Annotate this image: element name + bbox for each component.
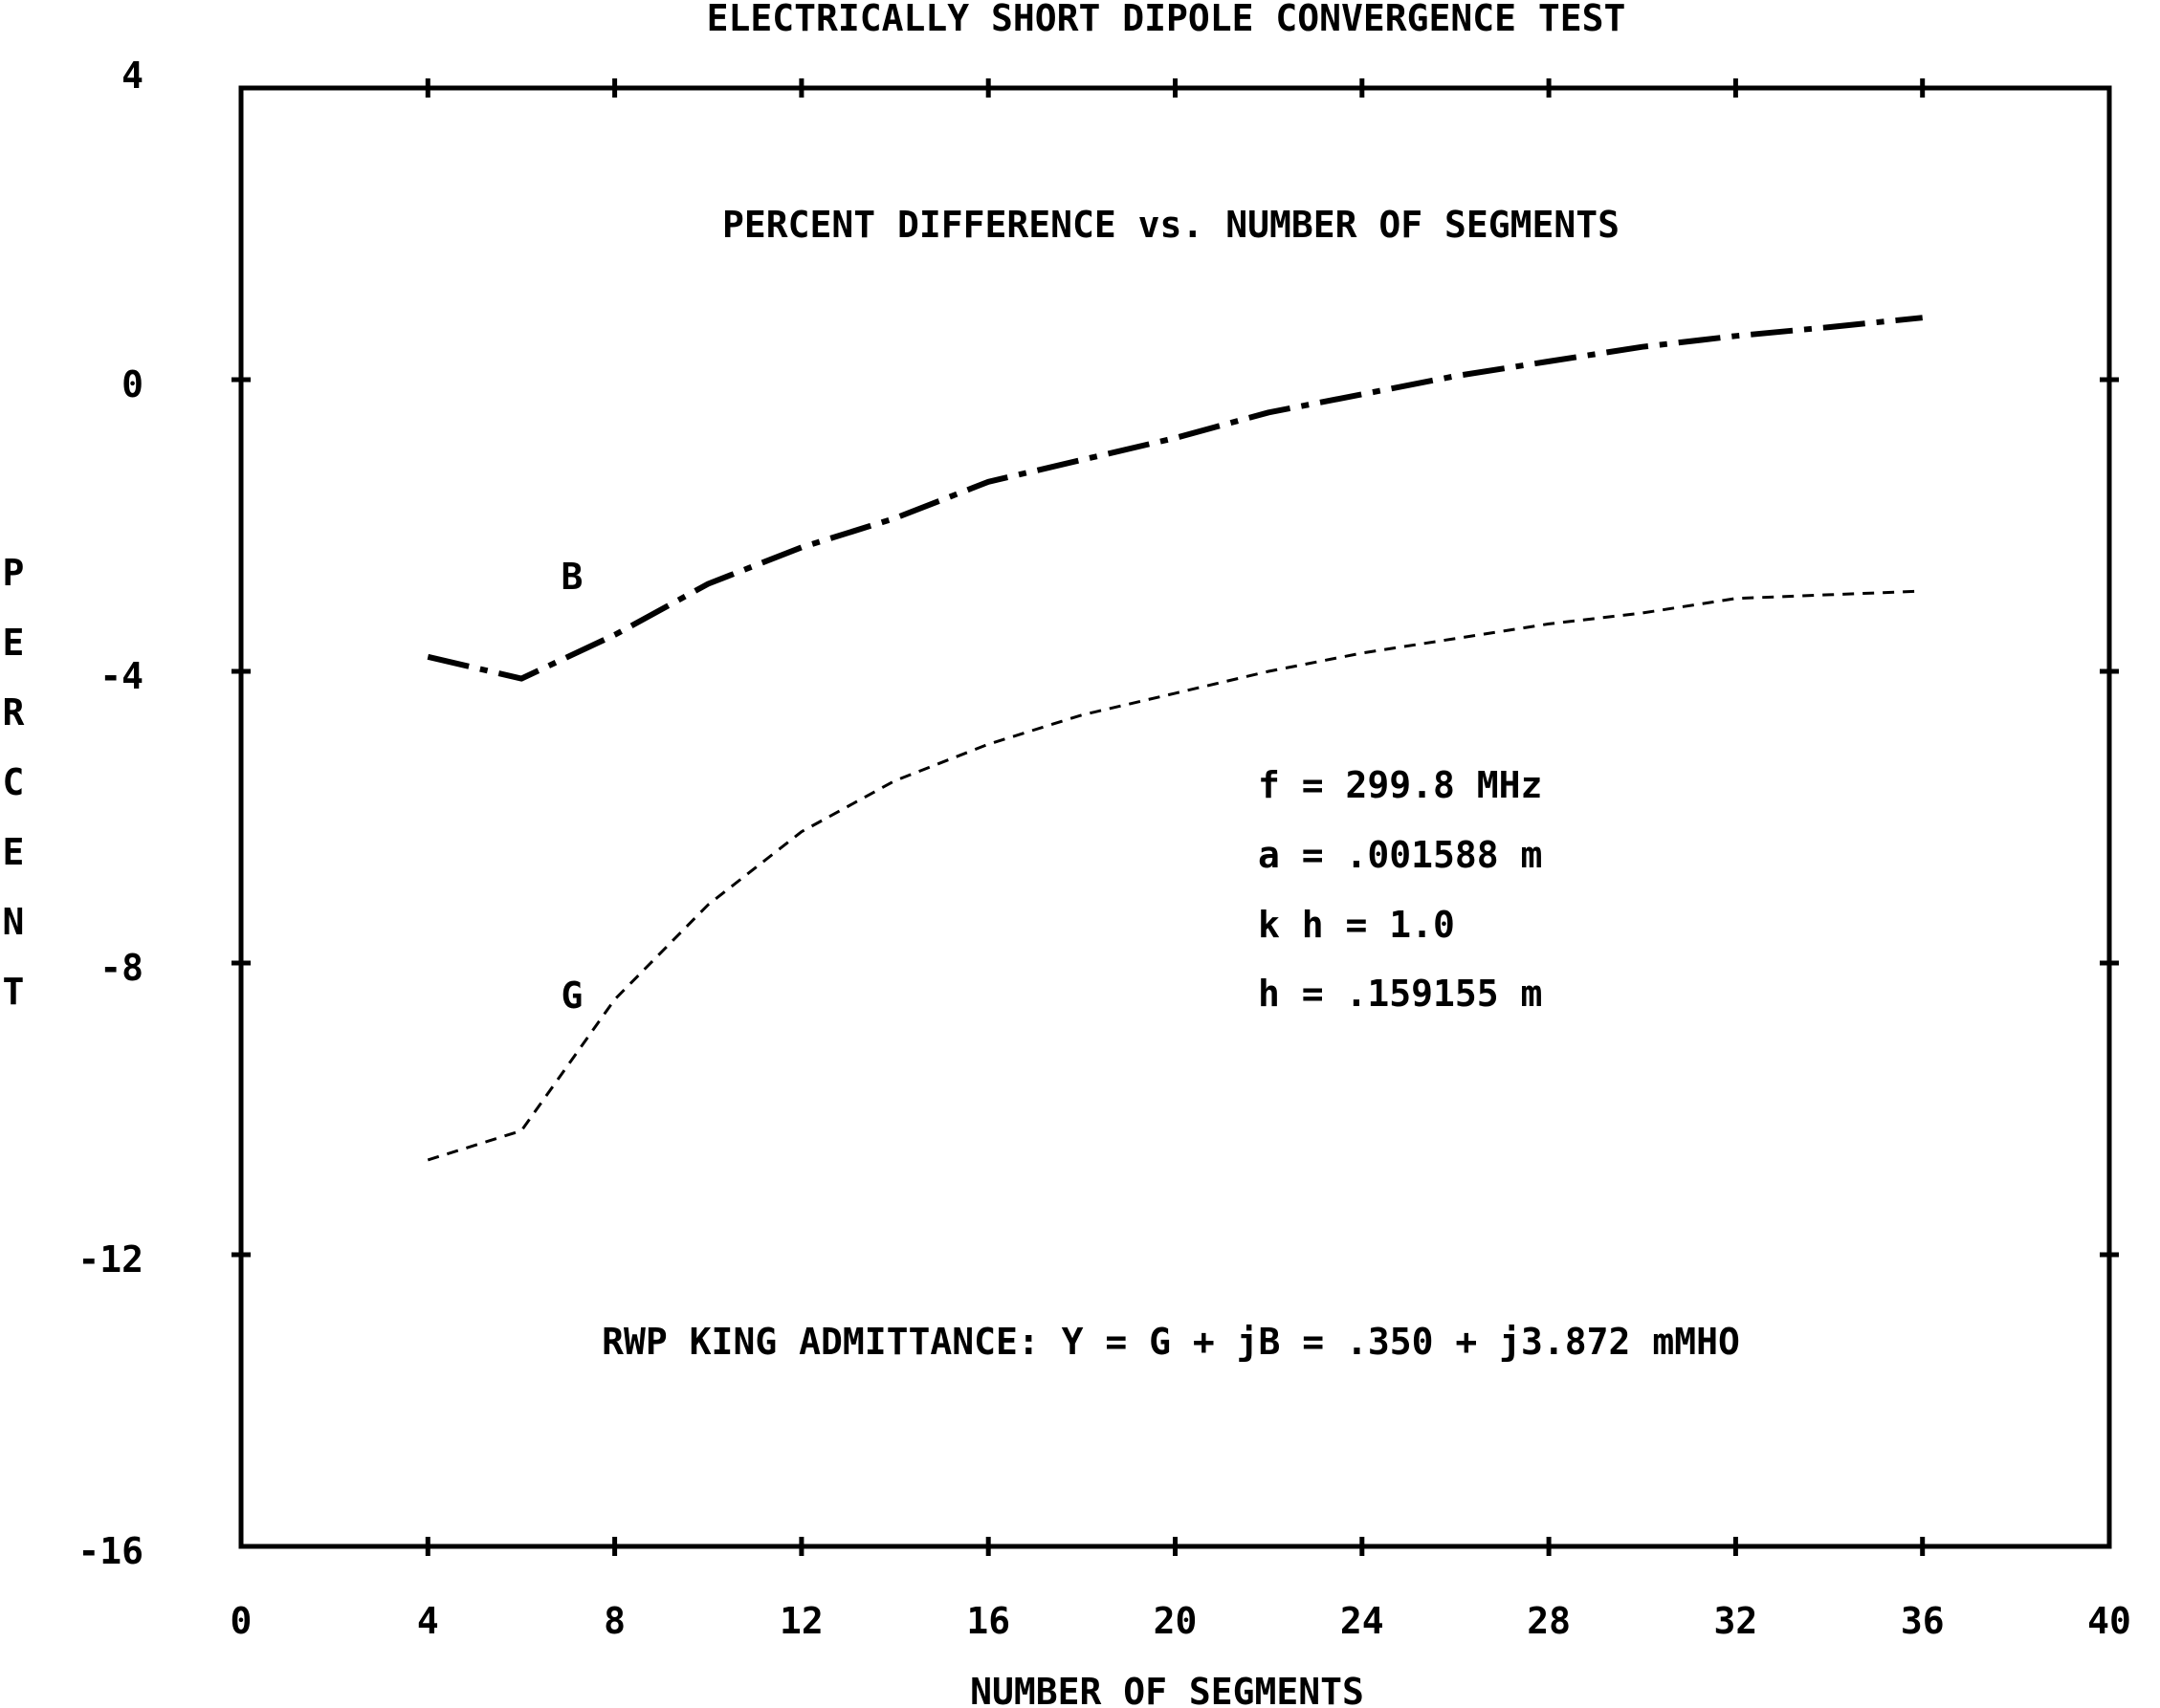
x-tick-label: 20 [1154, 1600, 1198, 1642]
x-tick-label: 32 [1714, 1600, 1758, 1642]
y-axis-label-letter: P [3, 552, 25, 594]
series-line-b [427, 315, 1924, 682]
series-line-g [427, 589, 1923, 1162]
y-tick-label: -8 [99, 947, 143, 989]
x-tick-label: 8 [604, 1600, 626, 1642]
y-axis-label-letter: C [3, 761, 25, 803]
y-axis-label-letter: E [3, 831, 25, 873]
series-label-b: B [562, 556, 584, 598]
y-tick-label: -12 [77, 1238, 143, 1281]
y-tick-label: -16 [77, 1530, 143, 1572]
y-axis-label: PERCENT [3, 552, 25, 1013]
x-tick-label: 28 [1527, 1600, 1571, 1642]
param-radius: a = .001588 m [1258, 834, 1542, 876]
y-axis-label-letter: N [3, 901, 25, 943]
y-axis-ticks: 4 0 -4 -8 -12 -16 [77, 55, 2119, 1572]
chart-subtitle: PERCENT DIFFERENCE vs. NUMBER OF SEGMENT… [722, 204, 1620, 246]
y-tick-label: -4 [99, 655, 143, 697]
series-label-g: G [562, 974, 584, 1017]
y-tick-label: 4 [121, 55, 143, 97]
x-tick-label: 4 [417, 1600, 439, 1642]
series-layer [427, 315, 1924, 1162]
y-tick-label: 0 [121, 363, 143, 405]
y-axis-label-letter: R [3, 691, 25, 734]
param-frequency: f = 299.8 MHz [1258, 764, 1542, 806]
y-axis-label-letter: T [3, 971, 25, 1013]
x-axis-ticks: 0 4 8 12 16 20 24 28 32 36 40 [231, 78, 2131, 1642]
chart-title: ELECTRICALLY SHORT DIPOLE CONVERGENCE TE… [707, 0, 1626, 39]
x-tick-label: 12 [780, 1600, 824, 1642]
x-tick-label: 16 [966, 1600, 1010, 1642]
y-axis-label-letter: E [3, 622, 25, 664]
x-tick-label: 40 [2087, 1600, 2131, 1642]
admittance-note: RWP KING ADMITTANCE: Y = G + jB = .350 +… [602, 1321, 1740, 1363]
x-axis-label: NUMBER OF SEGMENTS [970, 1671, 1364, 1708]
param-kh: k h = 1.0 [1258, 904, 1455, 946]
x-tick-label: 24 [1340, 1600, 1384, 1642]
x-tick-label: 36 [1901, 1600, 1945, 1642]
param-height: h = .159155 m [1258, 973, 1542, 1015]
x-tick-label: 0 [231, 1600, 253, 1642]
